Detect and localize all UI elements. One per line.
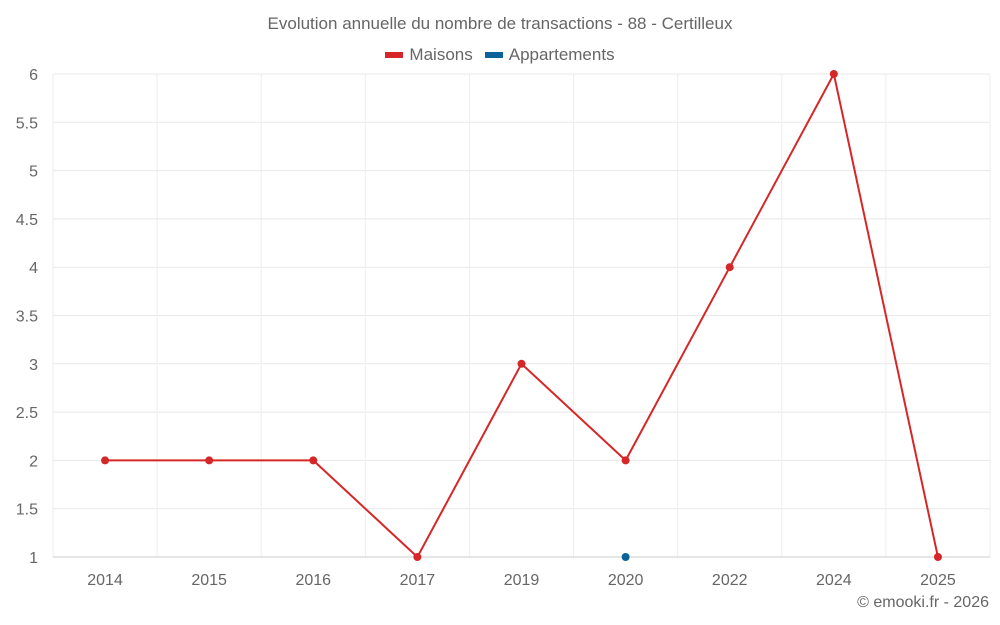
- y-tick-label: 1.5: [16, 502, 38, 519]
- data-point-maisons: [829, 70, 838, 78]
- y-tick-label: 2.5: [16, 405, 38, 422]
- x-tick-label: 2019: [504, 572, 540, 589]
- x-tick-label: 2020: [608, 572, 644, 589]
- y-tick-label: 4.5: [16, 212, 38, 229]
- legend-item-appartements[interactable]: Appartements: [484, 45, 615, 65]
- x-tick-label: 2017: [400, 572, 436, 589]
- credit-text: © emooki.fr - 2026: [857, 594, 989, 611]
- data-point-appartements: [621, 553, 630, 561]
- y-tick-label: 5.5: [16, 115, 38, 132]
- x-tick-label: 2015: [191, 572, 227, 589]
- legend-swatch-maisons: [385, 52, 404, 58]
- data-point-maisons: [413, 553, 422, 561]
- data-point-maisons: [725, 263, 734, 272]
- x-tick-label: 2025: [920, 572, 956, 589]
- chart-title: Evolution annuelle du nombre de transact…: [267, 14, 733, 33]
- data-point-maisons: [517, 359, 526, 368]
- y-tick-label: 4: [29, 260, 38, 277]
- x-tick-label: 2014: [87, 572, 123, 589]
- x-tick-label: 2016: [295, 572, 331, 589]
- data-point-maisons: [621, 456, 630, 465]
- data-point-maisons: [933, 553, 942, 561]
- y-tick-label: 1: [29, 550, 38, 567]
- y-tick-label: 6: [29, 67, 38, 84]
- legend: Maisons Appartements: [0, 45, 1000, 65]
- legend-label-maisons: Maisons: [409, 45, 473, 64]
- x-tick-label: 2024: [816, 572, 852, 589]
- y-tick-label: 3: [29, 357, 38, 374]
- data-point-maisons: [309, 456, 318, 465]
- legend-label-appartements: Appartements: [508, 45, 615, 64]
- y-tick-label: 2: [29, 453, 38, 470]
- data-point-maisons: [205, 456, 214, 465]
- data-point-maisons: [101, 456, 110, 465]
- y-tick-label: 5: [29, 164, 38, 181]
- y-tick-label: 3.5: [16, 309, 38, 326]
- legend-swatch-appartements: [484, 52, 503, 58]
- legend-item-maisons[interactable]: Maisons: [385, 45, 473, 65]
- x-tick-label: 2022: [712, 572, 748, 589]
